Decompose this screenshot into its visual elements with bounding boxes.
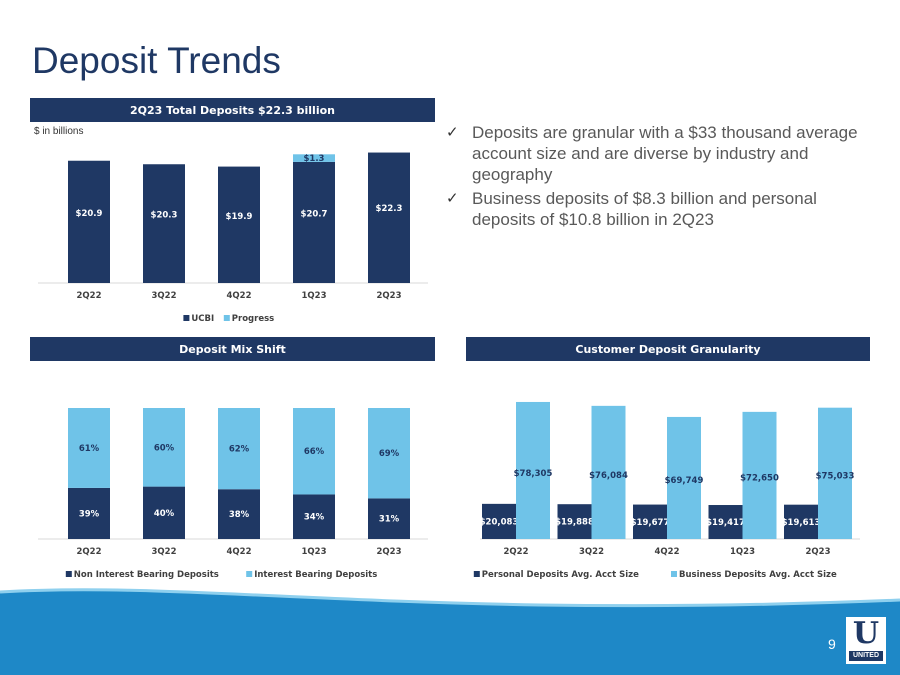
- footer-wave: [0, 588, 900, 675]
- legend-swatch-business-deposits-avg-acct-size: [671, 571, 677, 577]
- data-label-personal: $19,613: [782, 518, 821, 528]
- bar-interest-3Q22: [143, 408, 185, 487]
- data-label-non-interest: 38%: [229, 510, 250, 520]
- x-tick-label: 2Q23: [377, 291, 402, 301]
- bar-personal-4Q22: [633, 504, 667, 539]
- x-tick-label: 4Q22: [227, 547, 252, 557]
- legend-swatch-progress: [223, 315, 230, 321]
- bar-interest-4Q22: [218, 408, 260, 490]
- data-label-ucbi: $22.3: [376, 204, 403, 214]
- legend-swatch-personal-deposits-avg-acct-size: [473, 571, 480, 577]
- bar-non-interest-4Q22: [218, 489, 260, 539]
- data-label-business: $78,305: [514, 469, 553, 479]
- x-tick-label: 2Q23: [377, 547, 402, 557]
- bar-ucbi-3Q22: [143, 164, 185, 283]
- legend-label-non-interest-bearing-deposits: Non Interest Bearing Deposits: [74, 570, 219, 580]
- bar-progress-1Q23: [293, 154, 335, 162]
- legend-label-business-deposits-avg-acct-size: Business Deposits Avg. Acct Size: [679, 570, 837, 580]
- bar-personal-2Q22: [482, 503, 516, 539]
- bar-business-2Q23: [818, 407, 852, 539]
- data-label-interest: 69%: [379, 449, 400, 459]
- x-tick-label: 3Q22: [152, 291, 177, 301]
- granularity-header: Customer Deposit Granularity: [466, 337, 870, 361]
- legend-label-progress: Progress: [232, 314, 274, 324]
- data-label-progress: $1.3: [304, 154, 325, 164]
- data-label-ucbi: $19.9: [226, 212, 253, 222]
- bar-personal-2Q23: [784, 504, 818, 539]
- bullet-text: Business deposits of $8.3 billion and pe…: [472, 189, 817, 229]
- bar-non-interest-2Q22: [68, 487, 110, 539]
- legend-label-interest-bearing-deposits: Interest Bearing Deposits: [254, 570, 377, 580]
- bar-personal-1Q23: [708, 505, 743, 539]
- data-label-business: $72,650: [740, 474, 779, 484]
- data-label-ucbi: $20.7: [301, 209, 328, 219]
- bullet-business-personal: ✓ Business deposits of $8.3 billion and p…: [446, 188, 876, 230]
- legend-label-ucbi: UCBI: [191, 314, 214, 324]
- logo-letter: U: [852, 616, 880, 651]
- bar-ucbi-4Q22: [218, 166, 260, 283]
- x-tick-label: 2Q22: [504, 547, 529, 557]
- bar-business-3Q22: [591, 405, 626, 539]
- total-deposits-header: 2Q23 Total Deposits $22.3 billion: [30, 98, 435, 122]
- data-label-personal: $19,677: [631, 518, 670, 528]
- bar-non-interest-3Q22: [143, 486, 185, 539]
- checkmark-icon: ✓: [446, 124, 459, 141]
- x-tick-label: 2Q23: [806, 547, 831, 557]
- x-tick-label: 2Q22: [77, 291, 102, 301]
- bar-interest-2Q22: [68, 408, 110, 488]
- bar-interest-1Q23: [293, 408, 335, 495]
- bar-business-4Q22: [667, 416, 701, 539]
- key-points: ✓ Deposits are granular with a $33 thousa…: [446, 122, 876, 233]
- x-tick-label: 1Q23: [302, 547, 327, 557]
- data-label-non-interest: 34%: [304, 513, 325, 523]
- data-label-interest: 60%: [154, 443, 175, 453]
- data-label-personal: $19,417: [706, 518, 745, 528]
- bar-ucbi-2Q22: [68, 160, 110, 283]
- legend-label-personal-deposits-avg-acct-size: Personal Deposits Avg. Acct Size: [482, 570, 639, 580]
- data-label-non-interest: 40%: [154, 509, 175, 519]
- legend-swatch-ucbi: [183, 315, 190, 321]
- x-tick-label: 1Q23: [302, 291, 327, 301]
- granularity-chart: $20,083 $78,305 2Q22 $19,888 $76,084 3Q22 $19,…: [473, 401, 860, 580]
- bar-non-interest-2Q23: [368, 498, 410, 539]
- x-tick-label: 3Q22: [579, 547, 604, 557]
- total-deposits-chart: $20.9 2Q22 $20.3 3Q22 $19.9 4Q22 $20.7 $1.3 1Q23…: [38, 152, 428, 324]
- x-tick-label: 1Q23: [730, 547, 755, 557]
- data-label-non-interest: 31%: [379, 515, 400, 525]
- data-label-non-interest: 39%: [79, 509, 100, 519]
- bullet-text: Deposits are granular with a $33 thousan…: [472, 123, 858, 184]
- data-label-ucbi: $20.3: [151, 211, 178, 221]
- data-label-business: $75,033: [816, 472, 855, 482]
- bullet-granular: ✓ Deposits are granular with a $33 thousa…: [446, 122, 876, 185]
- data-label-personal: $19,888: [555, 518, 594, 528]
- data-label-business: $76,084: [589, 471, 628, 481]
- x-tick-label: 4Q22: [227, 291, 252, 301]
- bar-ucbi-2Q23: [368, 152, 410, 283]
- data-label-interest: 66%: [304, 447, 325, 457]
- data-label-interest: 61%: [79, 444, 100, 454]
- deposit-mix-chart: 39% 61% 2Q22 40% 60% 3Q22 38% 62% 4Q22 34% 66% 1Q23…: [38, 408, 428, 580]
- x-tick-label: 2Q22: [77, 547, 102, 557]
- data-label-personal: $20,083: [480, 517, 519, 527]
- bar-personal-3Q22: [557, 504, 592, 539]
- data-label-business: $69,749: [665, 476, 704, 486]
- page-number: 9: [828, 636, 836, 652]
- bar-business-1Q23: [742, 411, 777, 539]
- bar-non-interest-1Q23: [293, 494, 335, 539]
- legend-swatch-interest-bearing-deposits: [246, 571, 253, 577]
- bar-business-2Q22: [516, 401, 550, 539]
- bar-ucbi-1Q23: [293, 161, 335, 283]
- deposit-mix-header: Deposit Mix Shift: [30, 337, 435, 361]
- logo-text: UNITED: [849, 651, 883, 661]
- unit-note: $ in billions: [34, 126, 84, 137]
- data-label-ucbi: $20.9: [76, 209, 103, 219]
- legend-swatch-non-interest-bearing-deposits: [65, 571, 72, 577]
- bar-interest-2Q23: [368, 408, 410, 499]
- data-label-interest: 62%: [229, 445, 250, 455]
- x-tick-label: 4Q22: [655, 547, 680, 557]
- checkmark-icon: ✓: [446, 190, 459, 207]
- united-logo: U UNITED: [846, 616, 886, 664]
- page-title: Deposit Trends: [32, 40, 281, 81]
- x-tick-label: 3Q22: [152, 547, 177, 557]
